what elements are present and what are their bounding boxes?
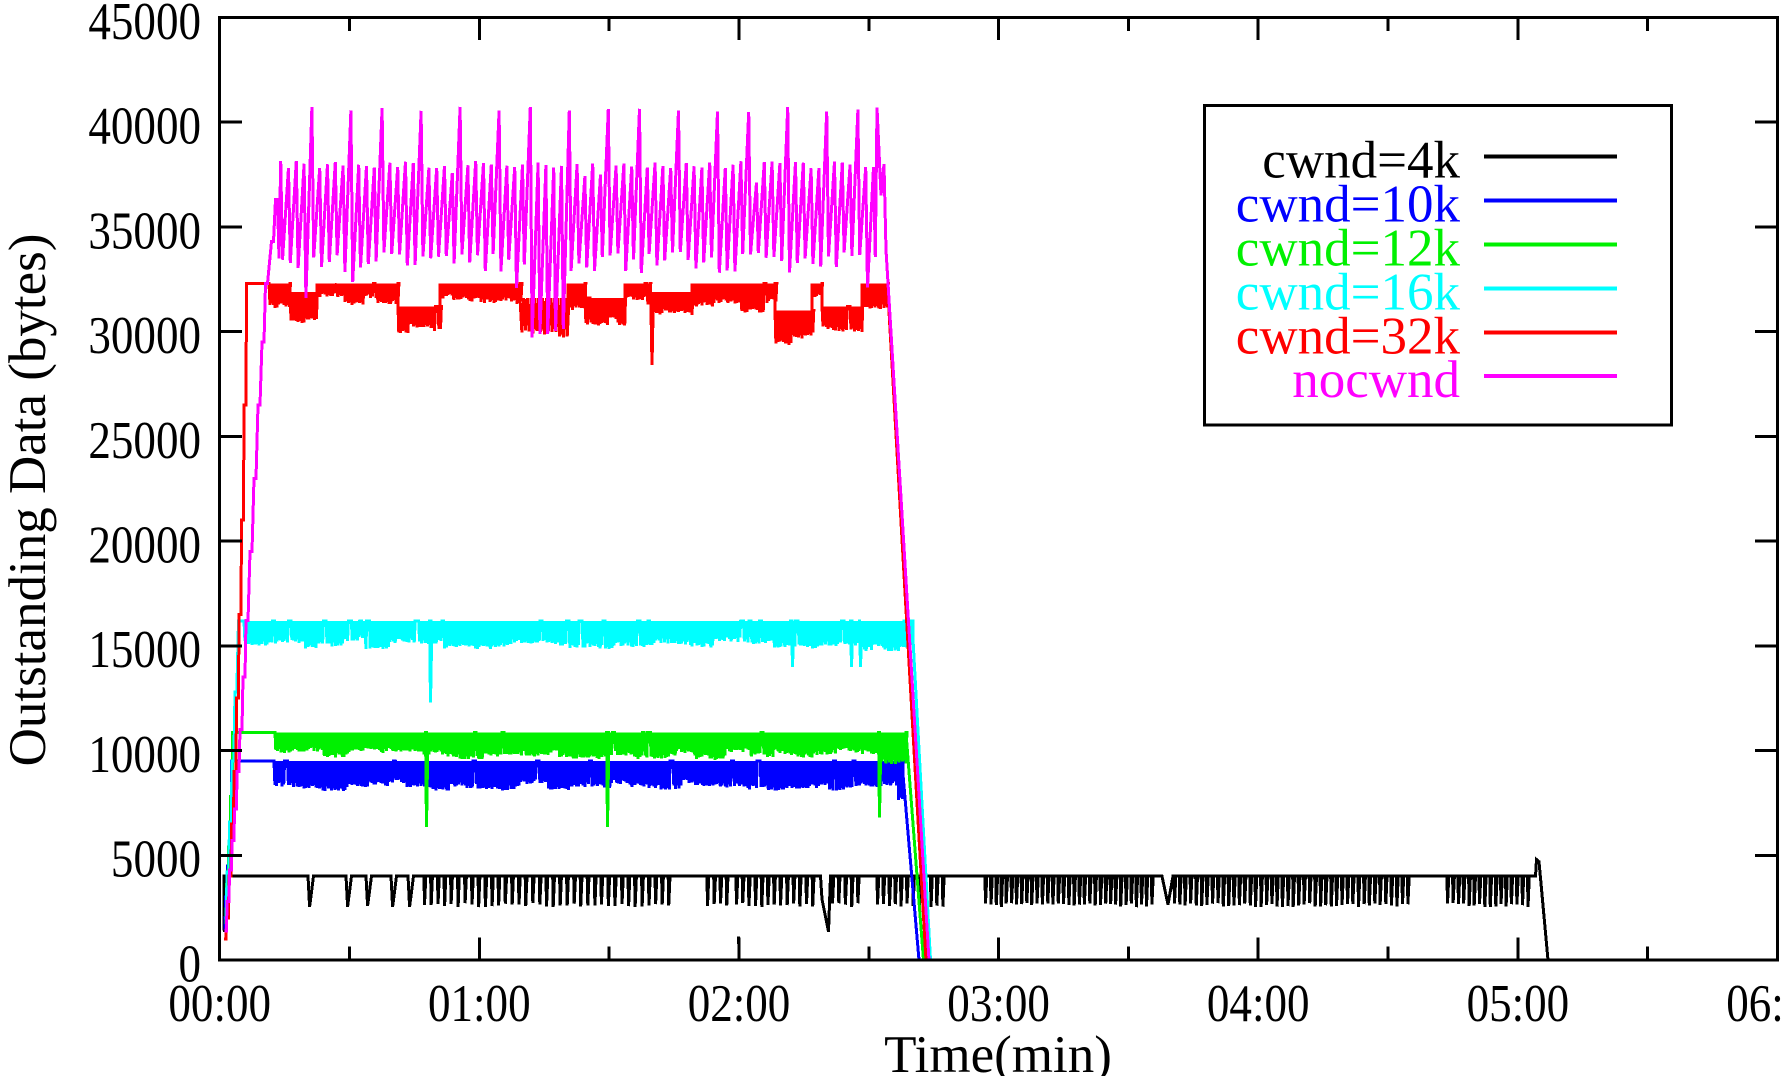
svg-text:nocwnd: nocwnd	[1292, 351, 1460, 409]
svg-text:04:00: 04:00	[1207, 974, 1310, 1033]
svg-text:20000: 20000	[88, 515, 201, 574]
svg-text:cwnd=32k: cwnd=32k	[1236, 307, 1461, 365]
svg-text:cwnd=4k: cwnd=4k	[1262, 132, 1460, 190]
svg-text:5000: 5000	[111, 829, 201, 888]
svg-text:00:00: 00:00	[168, 974, 271, 1033]
svg-text:01:00: 01:00	[428, 974, 531, 1033]
svg-text:05:00: 05:00	[1467, 974, 1570, 1033]
svg-text:10000: 10000	[88, 725, 201, 784]
svg-text:15000: 15000	[88, 620, 201, 679]
svg-text:02:00: 02:00	[688, 974, 791, 1033]
svg-text:25000: 25000	[88, 410, 201, 469]
svg-text:35000: 35000	[88, 201, 201, 260]
svg-text:cwnd=16k: cwnd=16k	[1236, 263, 1461, 321]
svg-text:30000: 30000	[88, 306, 201, 365]
svg-text:cwnd=10k: cwnd=10k	[1236, 176, 1461, 234]
svg-text:Time(min): Time(min)	[884, 1026, 1112, 1076]
svg-text:cwnd=12k: cwnd=12k	[1236, 220, 1461, 278]
svg-text:Outstanding Data (bytes): Outstanding Data (bytes)	[0, 234, 57, 767]
svg-text:45000: 45000	[88, 0, 201, 51]
svg-text:03:00: 03:00	[947, 974, 1050, 1033]
svg-text:40000: 40000	[88, 96, 201, 155]
svg-text:0: 0	[178, 934, 201, 993]
svg-text:06:00: 06:00	[1726, 974, 1784, 1033]
